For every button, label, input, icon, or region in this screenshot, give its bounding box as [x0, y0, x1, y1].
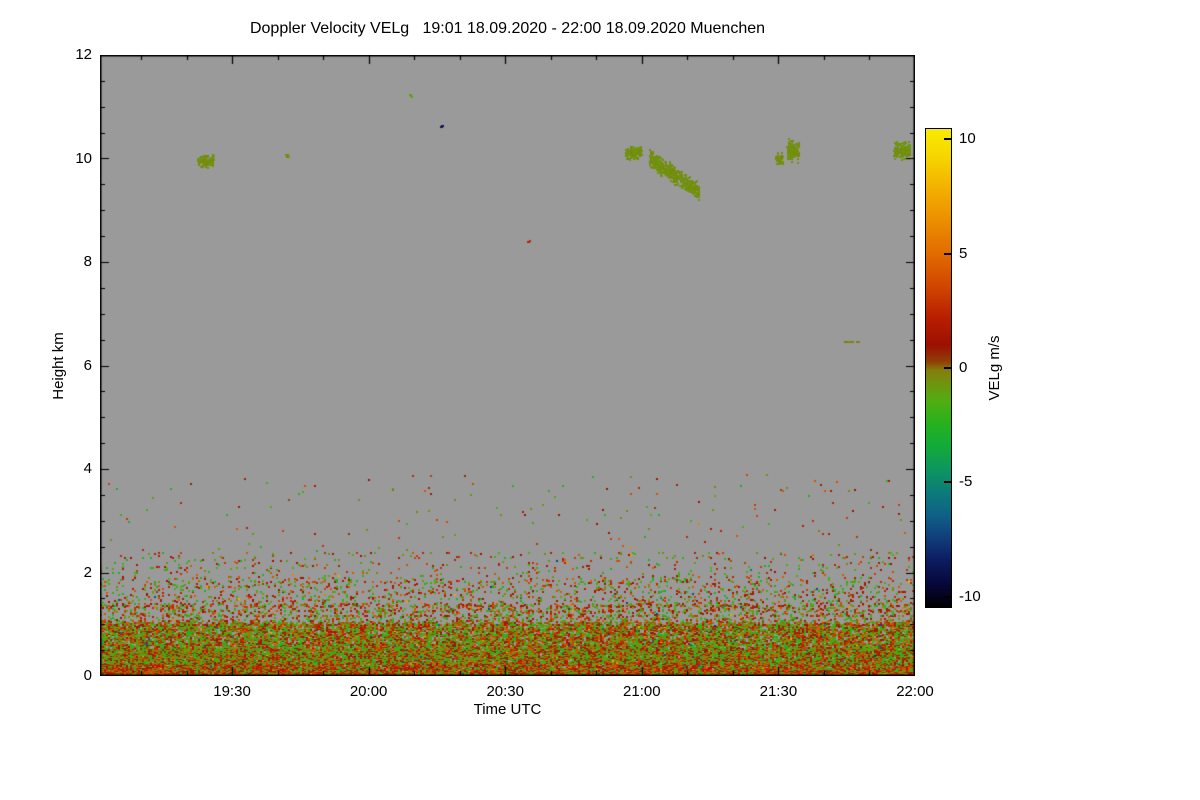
colorbar-tick: [944, 595, 951, 598]
x-tick-label: 19:30: [213, 683, 251, 700]
colorbar-tick: [944, 252, 951, 255]
heatmap-canvas: [100, 55, 915, 676]
y-tick-label: 8: [83, 253, 92, 270]
x-axis-label: Time UTC: [473, 701, 542, 718]
colorbar-tick-label: 0: [959, 359, 968, 376]
x-tick-label: 20:30: [486, 683, 524, 700]
colorbar-tick-label: 5: [959, 244, 968, 262]
x-tick-label: 22:00: [896, 683, 934, 700]
y-tick-label: 12: [75, 46, 92, 63]
colorbar-tick: [944, 138, 951, 141]
y-tick-label: 4: [83, 460, 92, 477]
plot-area: [100, 55, 915, 676]
colorbar-tick: [944, 481, 951, 484]
colorbar-tick-label: -5: [959, 473, 973, 491]
x-tick-label: 20:00: [349, 683, 388, 700]
colorbar-tick: [944, 367, 951, 369]
chart-title: Doppler Velocity VELg 19:01 18.09.2020 -…: [249, 20, 766, 37]
colorbar-label: VELg m/s: [986, 335, 1003, 401]
colorbar-tick-label: 10: [959, 130, 976, 148]
x-tick-label: 21:30: [759, 683, 798, 700]
y-tick-label: 10: [75, 149, 92, 167]
y-tick-label: 2: [83, 563, 92, 581]
x-tick-label: 21:00: [623, 683, 661, 700]
y-tick-label: 6: [83, 356, 92, 374]
y-tick-label: 0: [83, 667, 92, 684]
colorbar-tick-label: -10: [959, 587, 981, 605]
